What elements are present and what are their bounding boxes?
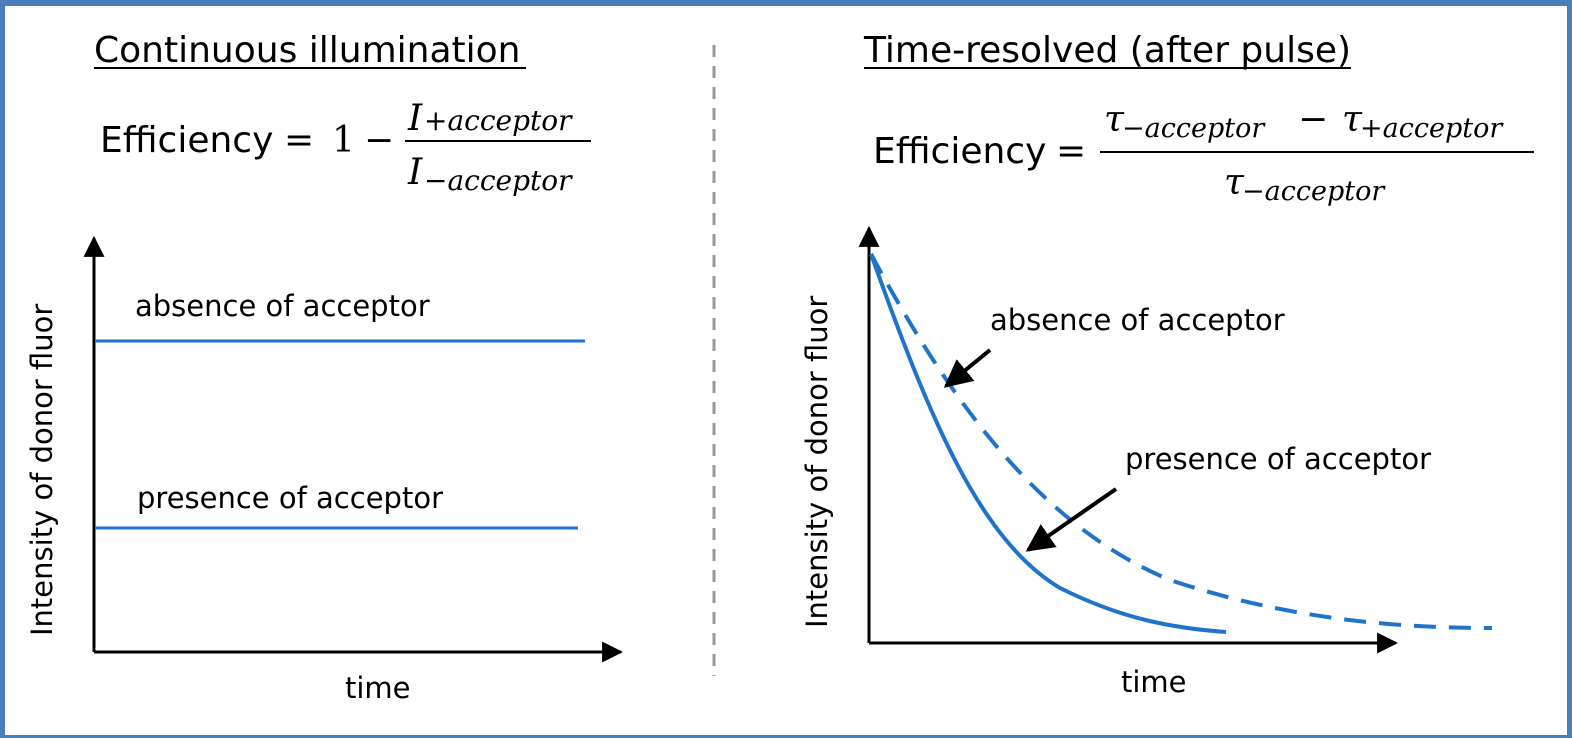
right-eq-word: Efficiency [873, 131, 1046, 172]
right-panel-title: Time-resolved (after pulse) [863, 30, 1351, 71]
left-eq-den-subscript: −acceptor [424, 164, 573, 197]
right-y-axis-label: Intensity of donor fluor [800, 296, 834, 628]
right-eq-den-subscript: −acceptor [1242, 176, 1386, 207]
left-y-axis-label: Intensity of donor fluor [25, 304, 59, 636]
left-panel-title: Continuous illumination [94, 30, 521, 71]
right-presence-curve [869, 253, 1227, 634]
absence-pointer-arrow [943, 348, 992, 388]
right-x-axis-label: time [1121, 665, 1187, 699]
right-equation: Efficiency = τ −acceptor − τ +acceptor τ… [873, 99, 1534, 207]
left-equation: Efficiency = 1 − I +acceptor I −acceptor [100, 98, 591, 197]
left-x-axis-label: time [345, 671, 411, 705]
right-absence-label: absence of acceptor [990, 303, 1285, 337]
right-eq-num-subscript-b: +acceptor [1360, 113, 1504, 144]
right-eq-num-minus: − [1298, 99, 1328, 140]
left-eq-equals: = [284, 120, 314, 161]
right-eq-num-subscript-a: −acceptor [1122, 113, 1266, 144]
left-panel: Continuous illumination Efficiency = 1 −… [25, 30, 624, 705]
right-panel: Time-resolved (after pulse) Efficiency =… [800, 30, 1534, 699]
right-eq-den-symbol: τ [1224, 162, 1245, 203]
left-eq-minus: − [364, 120, 394, 161]
left-eq-den-symbol: I [407, 152, 423, 193]
presence-pointer-arrow [1025, 487, 1118, 552]
left-eq-word: Efficiency [100, 120, 273, 161]
left-eq-num-symbol: I [407, 98, 423, 139]
left-eq-num-subscript: +acceptor [424, 104, 573, 137]
right-eq-num-symbol-b: τ [1342, 99, 1363, 140]
left-eq-one: 1 [332, 120, 355, 161]
left-absence-label: absence of acceptor [135, 289, 430, 323]
right-eq-num-symbol-a: τ [1104, 99, 1125, 140]
diagram-canvas: Continuous illumination Efficiency = 1 −… [25, 30, 1534, 705]
right-presence-label: presence of acceptor [1125, 442, 1431, 476]
right-eq-equals: = [1056, 131, 1086, 172]
left-presence-label: presence of acceptor [137, 481, 443, 515]
